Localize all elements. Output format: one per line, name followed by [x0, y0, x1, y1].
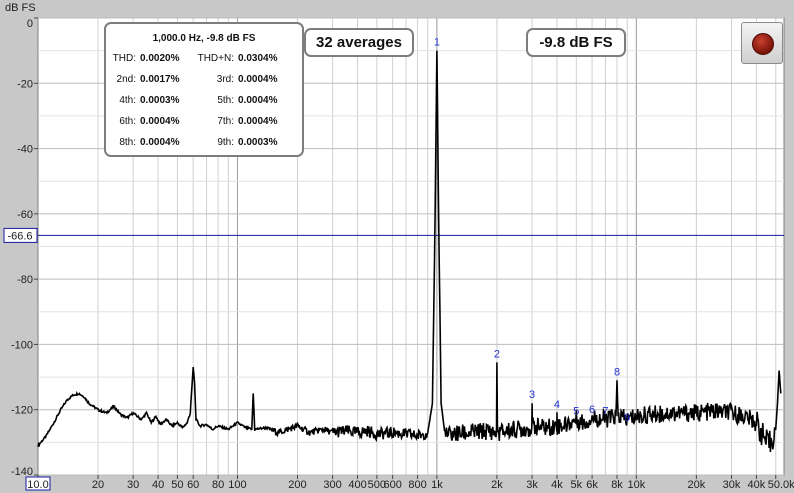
x-tick-label: 40	[152, 479, 164, 491]
stat-value: 0.0017%	[140, 74, 180, 85]
x-tick-label: 30	[127, 479, 139, 491]
record-icon	[752, 33, 774, 55]
stat-label: 2nd:	[116, 74, 136, 85]
stats-row: THD: 0.0020% THD+N: 0.0304%	[106, 53, 302, 67]
distortion-stats-panel: 1,000.0 Hz, -9.8 dB FS THD: 0.0020% THD+…	[104, 22, 304, 157]
stat-label: 5th:	[217, 95, 234, 106]
x-start-box[interactable]	[25, 476, 51, 491]
x-tick-label: 10k	[627, 479, 645, 491]
stats-row: 8th: 0.0004% 9th: 0.0003%	[106, 137, 302, 151]
stat-value: 0.0020%	[140, 53, 180, 64]
spectrum-trace	[37, 50, 782, 453]
stat-value: 0.0304%	[238, 53, 278, 64]
harmonic-label: 7	[602, 406, 608, 418]
marker-value-box[interactable]	[3, 227, 38, 243]
stat-label: THD+N:	[197, 53, 234, 64]
level-badge: -9.8 dB FS	[526, 28, 626, 57]
record-button[interactable]	[741, 22, 783, 64]
x-tick-label: 200	[288, 479, 306, 491]
y-tick-label: -20	[17, 78, 33, 90]
stat-value: 0.0004%	[238, 116, 278, 127]
x-tick-label: 6k	[586, 479, 598, 491]
averages-badge: 32 averages	[304, 28, 414, 57]
stat-label: 4th:	[119, 95, 136, 106]
x-tick-label: 50.0k Hz	[768, 479, 794, 491]
stat-label: THD:	[112, 53, 136, 64]
x-tick-label: 300	[323, 479, 341, 491]
stat-value: 0.0004%	[140, 137, 180, 148]
x-tick-label: 800	[408, 479, 426, 491]
y-tick-label: 0	[27, 18, 33, 30]
x-tick-label: 100	[228, 479, 246, 491]
marker-line[interactable]: -66.6	[3, 227, 784, 243]
stat-value: 0.0003%	[140, 95, 180, 106]
harmonic-labels: 1 2 3 4 5 6 7 8 9	[434, 37, 630, 424]
y-axis-ticks: 0 -20 -40 -60 -80 -100 -120 -140	[11, 17, 38, 478]
stats-row: 6th: 0.0004% 7th: 0.0004%	[106, 116, 302, 130]
x-tick-label: 30k	[723, 479, 741, 491]
y-axis-label: dB FS	[5, 2, 36, 14]
harmonic-label: 5	[573, 406, 579, 418]
y-tick-label: -120	[11, 405, 33, 417]
x-tick-label: 50	[171, 479, 183, 491]
x-tick-label: 1k	[431, 479, 443, 491]
stat-label: 7th:	[217, 116, 234, 127]
stats-row: 4th: 0.0003% 5th: 0.0004%	[106, 95, 302, 109]
x-tick-label: 20k	[688, 479, 706, 491]
x-tick-label: 40k	[748, 479, 766, 491]
stat-value: 0.0003%	[238, 137, 278, 148]
x-tick-label: 10.0	[27, 479, 48, 491]
x-tick-label: 3k	[526, 479, 538, 491]
marker-value-label: -66.6	[7, 230, 32, 242]
x-tick-label: 8k	[611, 479, 623, 491]
x-tick-label: 5k	[570, 479, 582, 491]
stat-value: 0.0004%	[140, 116, 180, 127]
harmonic-label: 3	[529, 389, 535, 401]
stats-row: 2nd: 0.0017% 3rd: 0.0004%	[106, 74, 302, 88]
harmonic-label: 8	[614, 366, 620, 378]
stat-label: 6th:	[119, 116, 136, 127]
x-tick-label: 80	[212, 479, 224, 491]
x-tick-label: 500	[368, 479, 386, 491]
y-tick-label: -140	[11, 466, 33, 478]
harmonic-label: 2	[494, 348, 500, 360]
x-tick-label: 4k	[551, 479, 563, 491]
x-tick-label: 2k	[491, 479, 503, 491]
stats-header: 1,000.0 Hz, -9.8 dB FS	[152, 33, 256, 44]
harmonic-label: 1	[434, 37, 440, 49]
harmonic-label: 9	[624, 412, 630, 424]
x-tick-label: 600	[383, 479, 401, 491]
stat-label: 3rd:	[216, 74, 234, 85]
x-tick-label: 60	[187, 479, 199, 491]
y-tick-label: -80	[17, 274, 33, 286]
x-tick-label: 20	[92, 479, 104, 491]
harmonic-label: 6	[589, 404, 595, 416]
stat-label: 9th:	[217, 137, 234, 148]
stat-value: 0.0004%	[238, 74, 278, 85]
harmonic-label: 4	[554, 399, 560, 411]
y-tick-label: -40	[17, 144, 33, 156]
x-tick-label: 400	[348, 479, 366, 491]
stat-label: 8th:	[119, 137, 136, 148]
y-tick-label: -100	[11, 339, 33, 351]
stat-value: 0.0004%	[238, 95, 278, 106]
y-tick-label: -60	[17, 209, 33, 221]
